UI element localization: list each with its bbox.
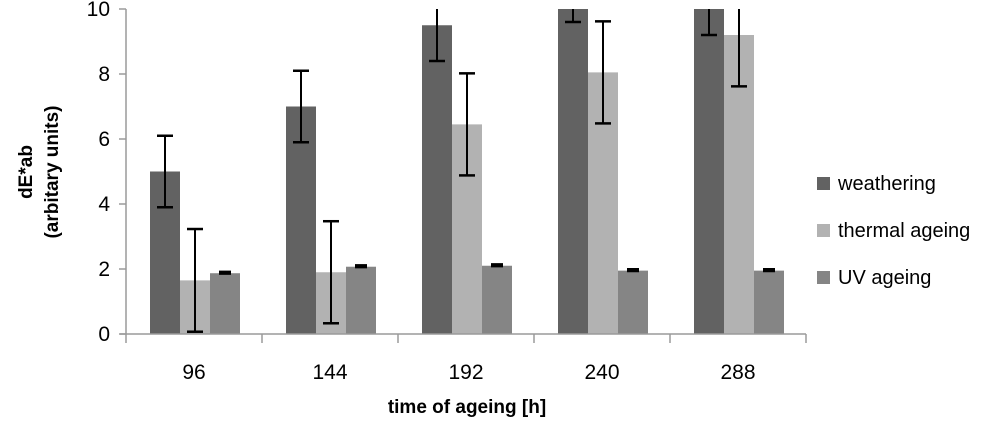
error-bar-UV-ageing-240 <box>627 268 639 273</box>
error-bar-thermal-ageing-192 <box>459 72 475 177</box>
y-tick-label: 4 <box>98 193 110 216</box>
error-bar-weathering-96 <box>157 134 173 209</box>
y-axis-title: dE*ab (arbitary units) <box>16 105 63 238</box>
error-bar-thermal-ageing-240 <box>595 20 611 125</box>
bar-UV-ageing-144 <box>346 266 376 334</box>
x-tick-label: 96 <box>182 361 205 384</box>
y-tick-label: 0 <box>98 323 110 346</box>
x-tick-label: 240 <box>584 361 619 384</box>
error-bar-thermal-ageing-96 <box>187 227 203 333</box>
legend-label: UV ageing <box>838 267 931 289</box>
error-bar-UV-ageing-192 <box>491 263 503 268</box>
y-axis-title-line-2: (arbitary units) <box>42 105 63 238</box>
y-tick-label: 10 <box>87 0 110 21</box>
legend-item-UV-ageing: UV ageing <box>817 267 931 289</box>
y-tick-label: 6 <box>98 128 110 151</box>
bar-UV-ageing-288 <box>754 270 784 334</box>
error-bar-thermal-ageing-288 <box>731 9 747 88</box>
legend: weathering thermal ageing UV ageing <box>817 173 970 289</box>
y-tick-label: 8 <box>98 63 110 86</box>
y-axis-title-line-1: dE*ab <box>16 145 37 199</box>
bar-weathering-144 <box>286 106 316 334</box>
x-tick-label: 144 <box>312 361 347 384</box>
bar-UV-ageing-96 <box>210 273 240 334</box>
error-bar-UV-ageing-144 <box>355 264 367 269</box>
error-bar-weathering-240 <box>565 9 581 24</box>
bar-UV-ageing-240 <box>618 270 648 334</box>
error-bar-weathering-288 <box>701 9 717 37</box>
bar-weathering-288 <box>694 9 724 334</box>
error-bar-UV-ageing-96 <box>219 270 231 275</box>
bar-weathering-240 <box>558 9 588 334</box>
legend-swatch <box>817 177 830 190</box>
x-tick-label: 288 <box>720 361 755 384</box>
y-tick-label: 2 <box>98 258 110 281</box>
error-bar-thermal-ageing-144 <box>323 219 339 325</box>
error-bars <box>157 9 775 333</box>
y-ticks: 0 2 4 6 8 10 <box>87 0 126 346</box>
bar-UV-ageing-192 <box>482 265 512 334</box>
legend-item-weathering: weathering <box>817 173 936 195</box>
legend-swatch <box>817 271 830 284</box>
error-bar-weathering-144 <box>293 69 309 144</box>
x-tick-label: 192 <box>448 361 483 384</box>
error-bar-UV-ageing-288 <box>763 268 775 273</box>
bar-weathering-192 <box>422 25 452 334</box>
legend-label: thermal ageing <box>838 220 970 242</box>
plot-area <box>150 9 784 334</box>
legend-swatch <box>817 224 830 237</box>
x-axis-title: time of ageing [h] <box>388 397 546 418</box>
error-bar-weathering-192 <box>429 9 445 63</box>
x-ticks: 96 144 192 240 288 <box>125 334 807 384</box>
legend-label: weathering <box>837 173 936 195</box>
legend-item-thermal-ageing: thermal ageing <box>817 220 970 242</box>
